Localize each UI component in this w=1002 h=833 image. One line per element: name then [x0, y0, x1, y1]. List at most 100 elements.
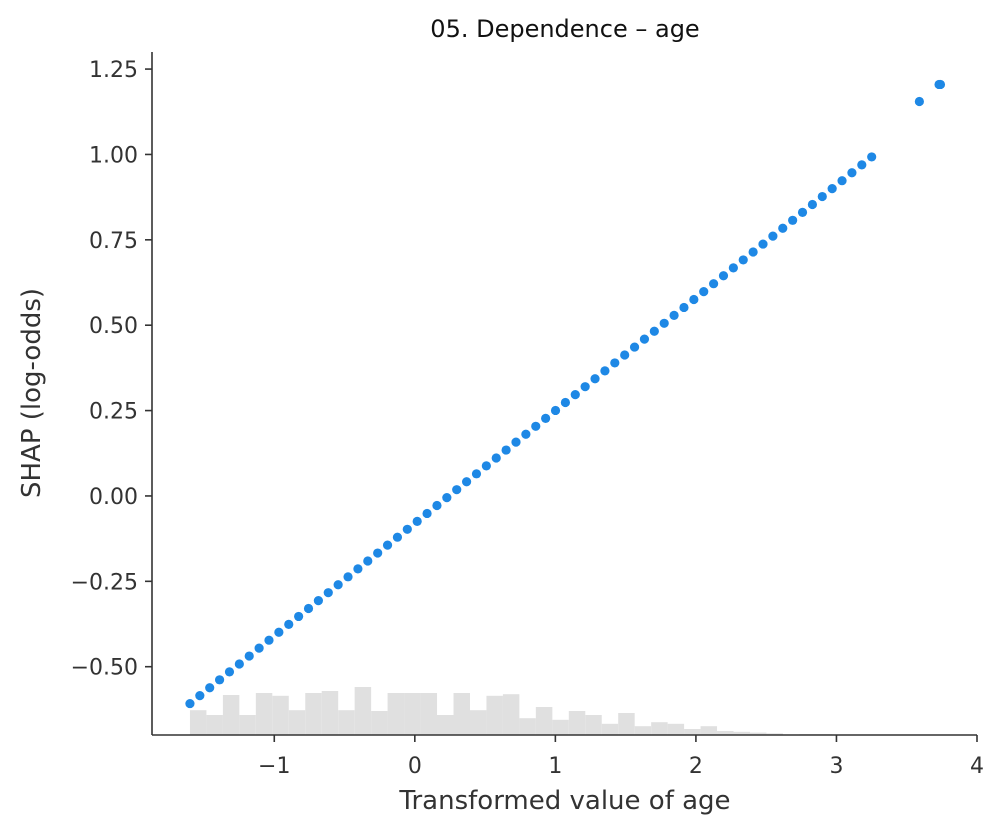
scatter-point: [847, 168, 857, 178]
histogram-bar: [305, 693, 322, 735]
histogram-bar: [502, 694, 520, 735]
x-tick-label: 4: [970, 754, 984, 779]
scatter-point: [195, 691, 205, 701]
histogram-bar: [552, 719, 569, 735]
scatter-point: [333, 580, 343, 590]
histogram-bar: [667, 723, 685, 735]
y-tick-label: 0.50: [89, 314, 138, 339]
scatter-point: [718, 271, 729, 281]
ticks-layer: −1 0 1 2 3 4 −0.50 −0.25 0.00 0.25 0.50 0.75 1.00 1.2…: [71, 58, 984, 779]
histogram-bar: [437, 715, 454, 735]
scatter-point: [412, 516, 422, 526]
histogram-bar: [371, 711, 388, 735]
scatter-point: [214, 675, 225, 685]
histogram-bar: [749, 732, 767, 735]
histogram-bar: [206, 715, 223, 735]
scatter-point: [422, 508, 432, 519]
scatter-point: [185, 698, 195, 709]
histogram-bar: [618, 713, 635, 735]
scatter-point: [452, 485, 462, 495]
x-tick-label: 1: [548, 754, 562, 779]
scatter-point: [550, 405, 561, 416]
scatter-point: [373, 548, 383, 558]
scatter-point: [600, 366, 610, 376]
scatter-point: [807, 199, 818, 210]
histogram-bar: [255, 693, 273, 735]
scatter-point: [768, 231, 778, 241]
scatter-point: [689, 294, 699, 305]
scatter-point: [669, 310, 679, 320]
axes-layer: [151, 52, 977, 736]
scatter-point: [274, 627, 284, 637]
scatter-point: [857, 160, 867, 170]
y-tick-label: 0.75: [89, 229, 138, 254]
histogram-bar: [420, 693, 438, 735]
histogram-bar: [486, 695, 503, 735]
scatter-point: [471, 469, 482, 479]
histogram-bar: [733, 731, 750, 735]
scatter-point: [748, 247, 758, 257]
histogram-bar: [222, 695, 240, 735]
histogram-bar: [453, 693, 470, 735]
y-tick-label: 0.00: [89, 485, 138, 510]
scatter-point: [294, 611, 304, 622]
y-axis-label: SHAP (log-odds): [17, 288, 47, 498]
x-tick-label: 3: [829, 754, 843, 779]
histogram-bar: [651, 722, 668, 735]
scatter-point: [649, 326, 659, 336]
scatter-point: [234, 659, 244, 669]
scatter-point: [363, 556, 373, 566]
chart-title: 05. Dependence – age: [430, 15, 699, 43]
scatter-point: [797, 207, 808, 217]
y-tick-label: −0.25: [71, 570, 138, 595]
scatter-point: [788, 215, 798, 225]
scatter-point: [758, 239, 768, 249]
scatter-point: [343, 572, 353, 582]
scatter-point: [914, 96, 924, 107]
histogram-bar: [717, 731, 734, 735]
histogram-bar: [272, 695, 289, 735]
scatter-point: [205, 683, 215, 693]
histogram-bar: [288, 710, 306, 735]
scatter-point: [827, 184, 837, 194]
histogram-layer: [189, 687, 882, 735]
histogram-bar: [684, 729, 701, 735]
histogram-bar: [404, 693, 421, 735]
scatter-point: [224, 667, 235, 677]
scatter-point: [610, 358, 620, 368]
scatter-point: [254, 643, 264, 653]
y-tick-label: 1.25: [89, 58, 138, 83]
histogram-bar: [239, 715, 256, 735]
y-tick-label: 1.00: [89, 143, 138, 168]
histogram-bar: [387, 693, 405, 735]
scatter-point: [303, 603, 314, 614]
scatter-point: [461, 477, 472, 487]
scatter-point: [590, 374, 600, 384]
scatter-point: [659, 318, 669, 328]
scatter-points-layer: [185, 79, 946, 709]
scatter-point: [837, 176, 847, 186]
x-tick-label: 0: [408, 754, 422, 779]
x-axis-label: Transformed value of age: [398, 786, 730, 816]
histogram-bar: [601, 723, 619, 735]
scatter-point: [313, 595, 323, 606]
scatter-point: [432, 500, 442, 511]
histogram-bar: [535, 707, 553, 735]
scatter-point: [738, 255, 748, 265]
histogram-bar: [354, 687, 372, 735]
scatter-point: [620, 350, 630, 360]
histogram-bar: [469, 710, 487, 735]
scatter-point: [382, 540, 393, 550]
scatter-point: [491, 453, 501, 463]
scatter-point: [679, 302, 689, 313]
x-tick-label: 2: [689, 754, 703, 779]
histogram-bar: [189, 710, 207, 735]
scatter-point: [778, 223, 788, 233]
scatter-point: [570, 390, 580, 400]
scatter-point: [481, 461, 491, 471]
histogram-bar: [634, 726, 652, 735]
scatter-point: [639, 334, 650, 344]
histogram-bar: [700, 726, 718, 735]
histogram-bar: [321, 691, 339, 735]
